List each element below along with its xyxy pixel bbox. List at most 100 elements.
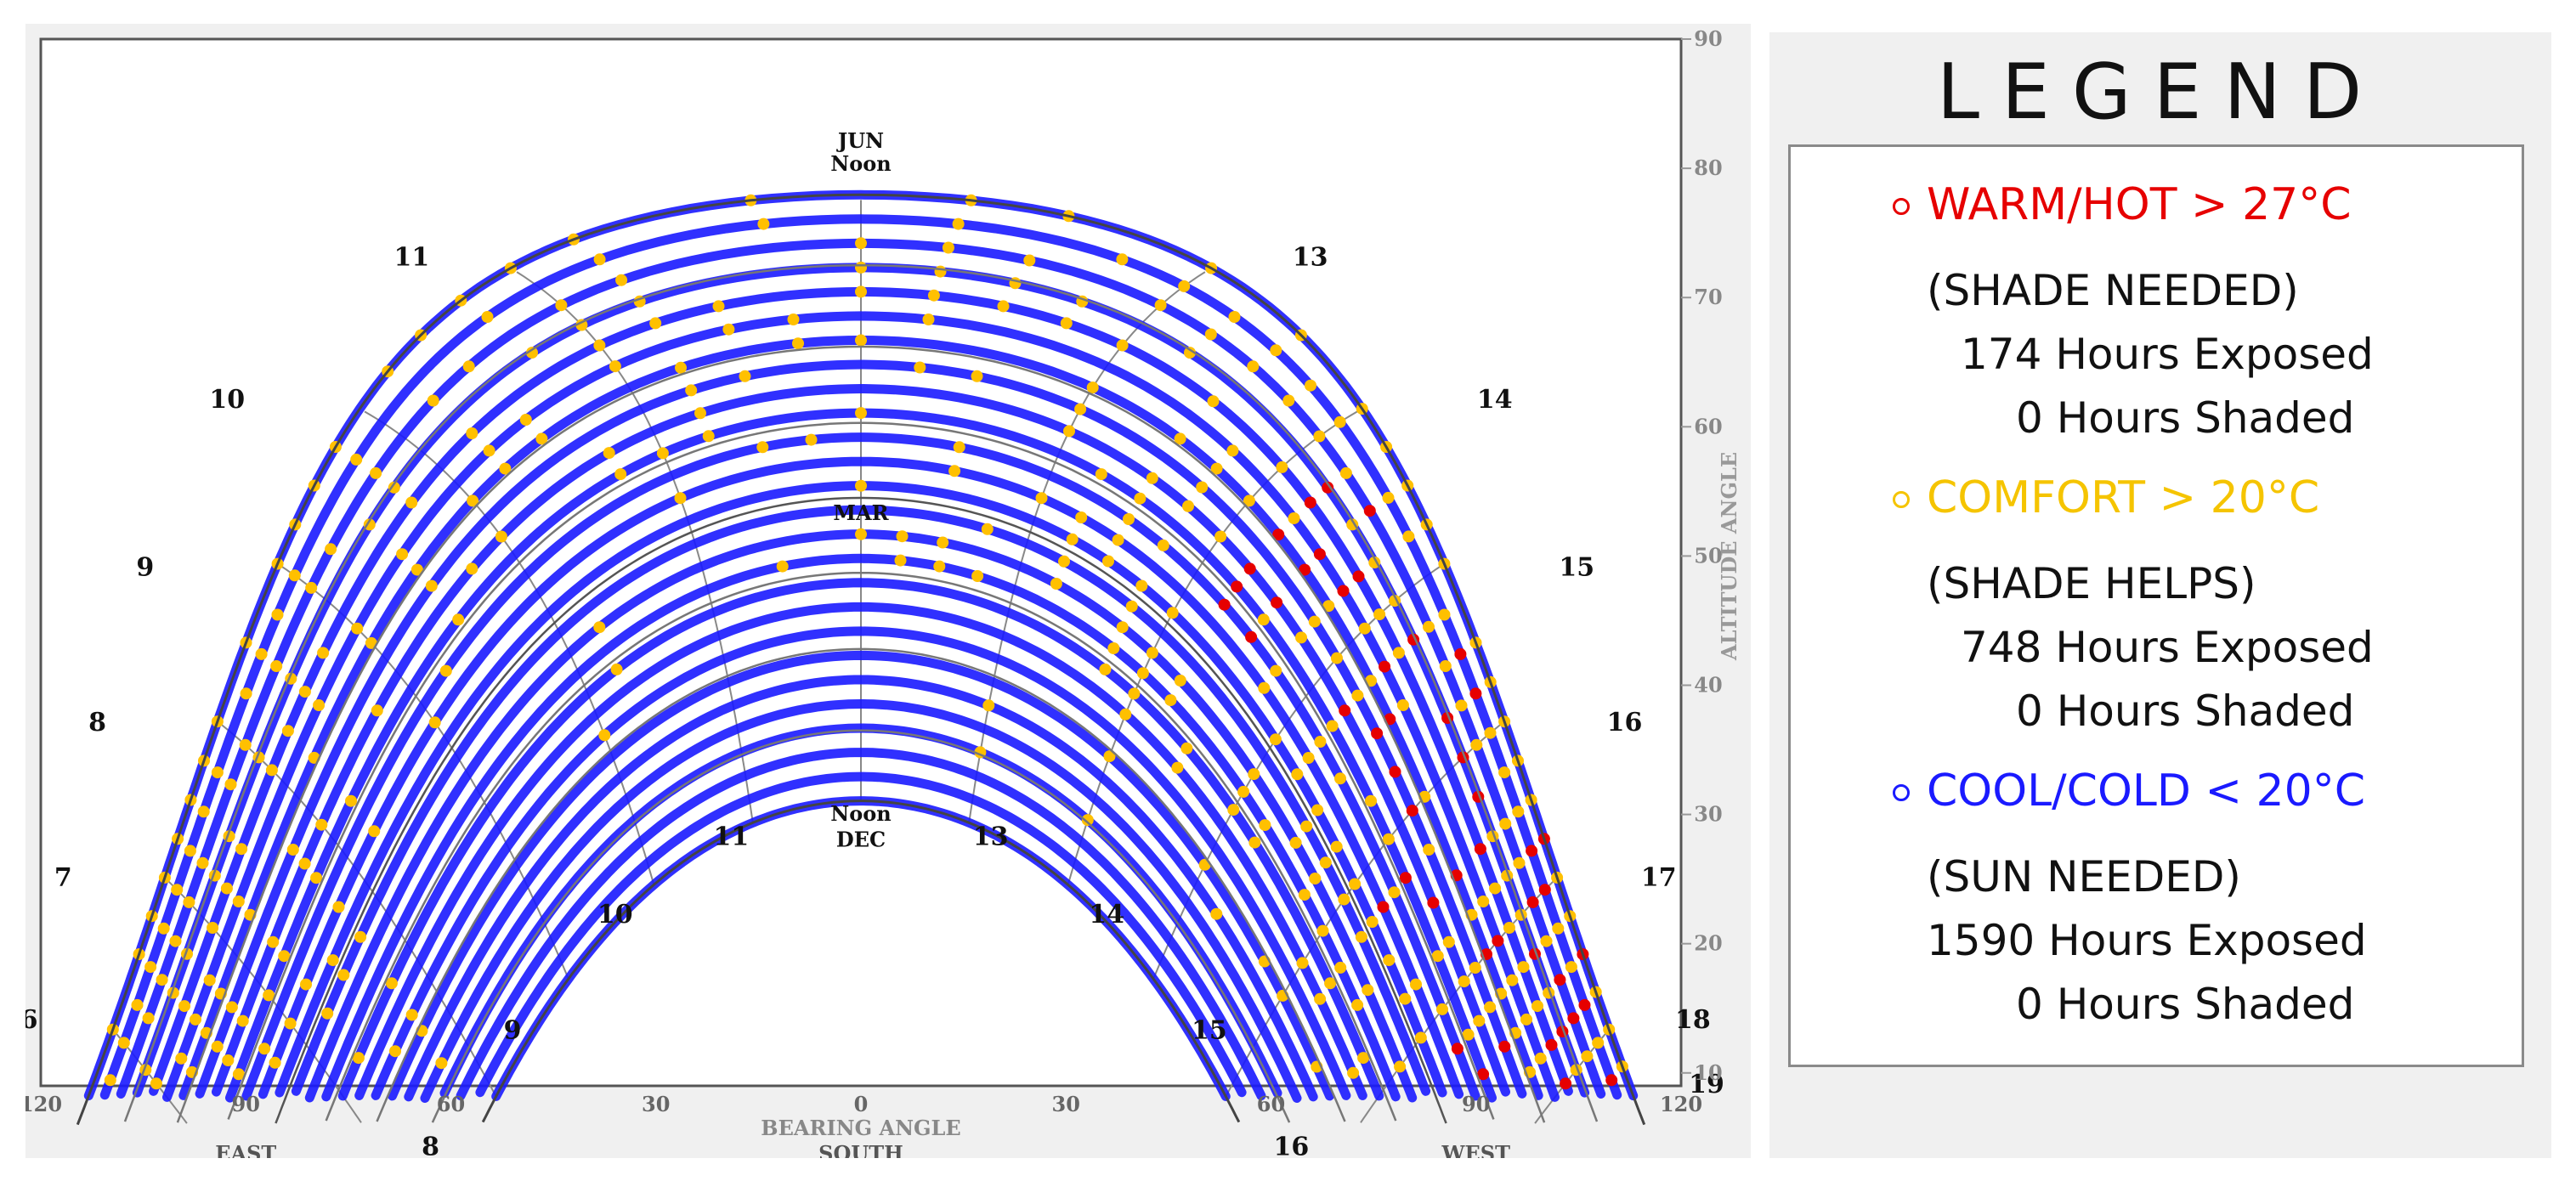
temp-point <box>1116 339 1129 352</box>
temp-point <box>1309 873 1322 884</box>
temp-point <box>1247 360 1260 373</box>
label-jun-noon: Noon <box>830 151 891 176</box>
temp-point <box>104 1074 116 1087</box>
temp-point <box>156 974 168 986</box>
temp-point <box>462 360 475 373</box>
temp-point <box>1451 1043 1464 1055</box>
temp-point <box>1095 468 1107 481</box>
temp-point <box>1402 530 1415 543</box>
temp-point <box>466 562 478 575</box>
sun-trace-1 <box>475 771 1247 1098</box>
temp-point <box>1352 570 1365 583</box>
temp-point <box>1382 833 1395 845</box>
temp-point <box>1436 1003 1448 1015</box>
temp-point <box>1116 253 1129 266</box>
temp-point <box>1207 395 1220 408</box>
temp-point <box>894 554 907 567</box>
temp-point <box>495 530 507 543</box>
temp-point <box>555 299 568 312</box>
temp-point <box>1060 317 1073 330</box>
temp-point <box>674 492 687 505</box>
temp-point <box>1288 512 1300 524</box>
temp-point <box>526 347 538 359</box>
temp-point <box>1552 922 1565 935</box>
cool-dot-icon <box>1893 784 1910 801</box>
temp-point <box>1210 907 1223 920</box>
declination-ring-3 <box>227 421 1495 1120</box>
temp-point <box>1204 328 1217 341</box>
temp-point <box>1066 533 1079 545</box>
temp-point <box>157 922 170 935</box>
temp-point <box>235 843 248 856</box>
hour-label-jun-6: 6 <box>25 1005 38 1035</box>
sun-trace-20 <box>162 311 1560 1102</box>
temp-point <box>1383 954 1396 967</box>
label-jun: JUN <box>836 128 884 153</box>
declination-ring-4 <box>325 571 1397 1122</box>
y-tick-label-1: 80 <box>1694 155 1722 180</box>
temp-point <box>1322 481 1334 494</box>
temp-point <box>405 496 418 509</box>
legend-title: LEGEND <box>1936 48 2385 137</box>
temp-point <box>396 548 409 561</box>
temp-point <box>190 1013 201 1026</box>
hour-label-dec-9: 9 <box>504 1016 522 1046</box>
temp-point <box>1210 462 1223 475</box>
temp-point <box>337 969 350 981</box>
temp-point <box>1296 957 1309 969</box>
temp-point <box>1196 481 1209 494</box>
temp-point <box>271 608 284 621</box>
temp-point <box>675 361 687 374</box>
temp-point <box>286 844 299 856</box>
y-tick-label-6: 30 <box>1694 802 1722 827</box>
legend-label-comfort: COMFORT > 20°C <box>1927 472 2320 523</box>
temp-point <box>263 989 275 1002</box>
temp-point <box>1423 844 1435 856</box>
temp-point <box>1257 613 1270 626</box>
temp-point <box>756 441 769 454</box>
temp-point <box>598 729 611 742</box>
temp-point <box>332 901 345 913</box>
temp-point <box>1560 1077 1572 1090</box>
temp-point <box>1414 1031 1427 1044</box>
temp-point <box>1388 886 1401 899</box>
temp-point <box>1399 872 1412 884</box>
temp-point <box>922 314 935 325</box>
december-solstice-curve <box>481 800 1241 1123</box>
temp-point <box>236 1014 249 1027</box>
comfort-dot-icon <box>1893 491 1910 508</box>
temp-point <box>981 523 994 535</box>
temp-point <box>405 1009 418 1021</box>
temp-point <box>410 563 423 576</box>
temp-point <box>1363 505 1376 517</box>
temp-point <box>1178 280 1191 292</box>
temp-point <box>1349 878 1362 890</box>
temp-point <box>1373 608 1386 621</box>
temp-point <box>184 845 196 857</box>
hour-label-jun-10: 10 <box>209 385 245 415</box>
temp-point <box>368 825 381 838</box>
temp-point <box>1074 403 1087 415</box>
temp-point <box>519 414 532 426</box>
temp-point <box>1346 518 1359 531</box>
hour-label-dec-13: 13 <box>973 822 1009 852</box>
temp-point <box>1506 974 1519 986</box>
temp-point <box>649 317 662 330</box>
sun-trace-7 <box>371 626 1351 1100</box>
temp-point <box>1503 922 1515 934</box>
temp-point <box>225 1001 238 1014</box>
temp-point <box>1439 660 1452 672</box>
sun-trace-14 <box>258 456 1464 1099</box>
declination-ring-5 <box>376 647 1346 1122</box>
temp-point <box>1512 805 1525 818</box>
temp-point <box>351 622 364 635</box>
temp-point <box>1237 785 1250 798</box>
temp-point <box>896 530 909 543</box>
temp-point <box>1146 472 1158 484</box>
temp-point <box>388 481 400 494</box>
hour-label-jun-11: 11 <box>394 243 430 273</box>
temp-point <box>1492 935 1504 947</box>
temp-point <box>603 447 615 460</box>
temp-point <box>354 930 367 943</box>
x-tick-label-8: 120 <box>1660 1092 1702 1116</box>
